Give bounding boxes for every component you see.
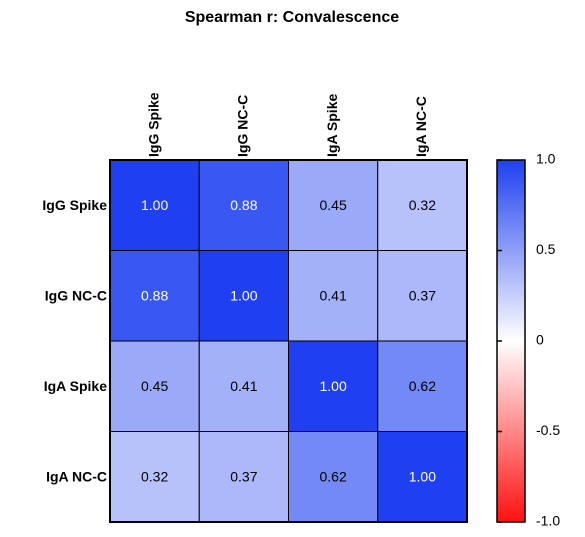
heatmap-cell (198, 340, 289, 432)
cell-label: 0.32 (409, 197, 436, 213)
cell-label: 0.45 (141, 378, 168, 394)
y-tick-label: IgG Spike (42, 197, 107, 213)
x-tick-label: IgA NC-C (413, 96, 429, 157)
heatmap-cell (198, 250, 289, 342)
heatmap-cell (377, 159, 468, 251)
x-tick-label: IgA Spike (324, 94, 340, 157)
colorbar-tick-label: -1.0 (536, 513, 560, 529)
cell-label: 0.88 (141, 287, 168, 303)
y-tick-label: IgA Spike (44, 378, 107, 394)
cell-label: 0.37 (409, 287, 436, 303)
heatmap-cell (377, 431, 468, 523)
cell-label: 0.45 (320, 197, 347, 213)
cell-label: 0.41 (230, 378, 257, 394)
heatmap-cell (109, 250, 200, 342)
colorbar-tick-label: 0.5 (536, 241, 556, 257)
cell-label: 0.37 (230, 468, 257, 484)
chart-title: Spearman r: Convalescence (185, 9, 399, 26)
y-tick-label: IgA NC-C (46, 468, 107, 484)
x-tick-label: IgG Spike (145, 92, 161, 157)
cell-label: 0.41 (320, 287, 347, 303)
cell-label: 0.62 (409, 378, 436, 394)
heatmap-cell (198, 159, 289, 251)
colorbar-tick-label: 0 (536, 332, 544, 348)
heatmap-cell (288, 431, 379, 523)
cell-label: 0.32 (141, 468, 168, 484)
cell-label: 1.00 (141, 197, 168, 213)
colorbar-tick-label: -0.5 (536, 422, 560, 438)
y-tick-label: IgG NC-C (45, 287, 107, 303)
x-tick-label: IgG NC-C (235, 95, 251, 157)
cell-label: 0.62 (320, 468, 347, 484)
cell-label: 1.00 (230, 287, 257, 303)
colorbar-tick-label: 1.0 (536, 151, 556, 167)
heatmap-cell (377, 250, 468, 342)
cell-label: 1.00 (409, 468, 436, 484)
heatmap-cell (198, 431, 289, 523)
heatmap-cell (377, 340, 468, 432)
cell-label: 0.88 (230, 197, 257, 213)
heatmap-cell (109, 431, 200, 523)
cell-label: 1.00 (320, 378, 347, 394)
heatmap-cell (109, 159, 200, 251)
heatmap-frame (109, 159, 468, 523)
